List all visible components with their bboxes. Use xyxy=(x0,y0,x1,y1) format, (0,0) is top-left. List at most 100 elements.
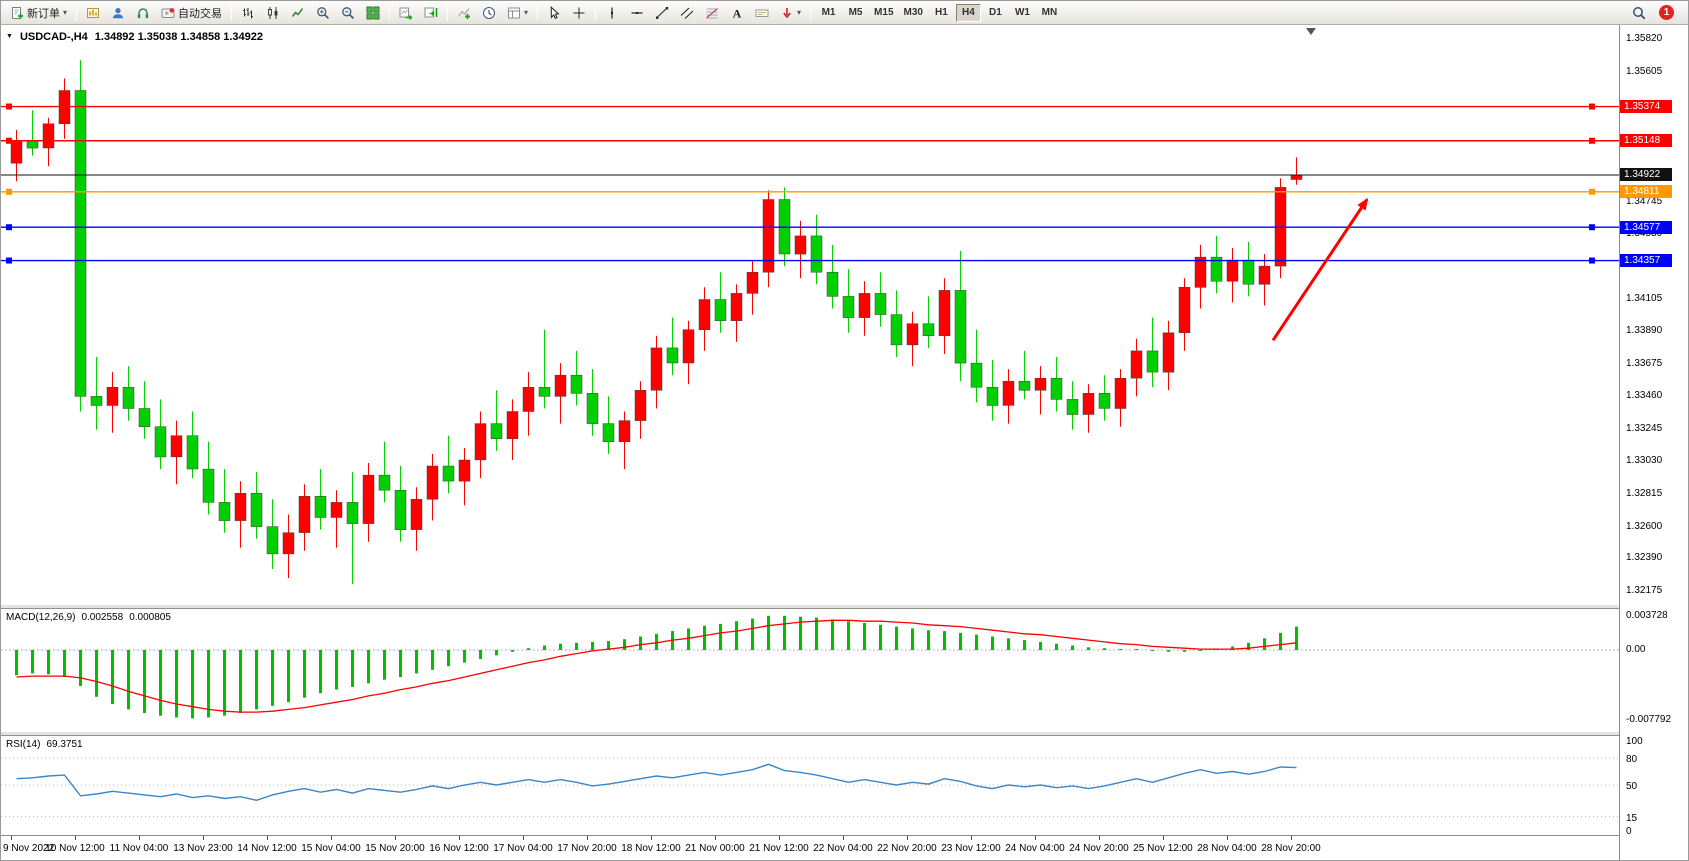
timeframe-button-H4[interactable]: H4 xyxy=(955,3,981,22)
toolbar-separator xyxy=(447,4,449,21)
price-badge-1.34357: 1.34357 xyxy=(1620,254,1672,268)
timeframe-button-M1[interactable]: M1 xyxy=(816,4,841,22)
price-badge-1.35148: 1.35148 xyxy=(1620,134,1672,148)
rsi-scale-label: 0 xyxy=(1626,826,1632,837)
timeframe-button-M15[interactable]: M15 xyxy=(870,4,897,22)
price-line-1.35148[interactable] xyxy=(1,137,1619,144)
text-label-icon xyxy=(755,9,769,17)
indicators-icon xyxy=(458,7,471,19)
tile-windows-button[interactable] xyxy=(361,3,385,23)
time-label: 17 Nov 20:00 xyxy=(557,843,617,854)
macd-scale-label: -0.007792 xyxy=(1626,714,1672,726)
tile-windows-icon xyxy=(366,6,380,19)
time-label: 17 Nov 04:00 xyxy=(493,843,553,854)
candles xyxy=(10,60,1303,585)
price-tick-label: 1.35605 xyxy=(1626,65,1663,77)
time-tick xyxy=(971,836,972,840)
vertical-line-button[interactable] xyxy=(600,3,624,23)
text-icon: A xyxy=(733,6,742,20)
chart-shift-marker[interactable] xyxy=(1306,28,1316,35)
trend-arrow[interactable] xyxy=(1271,197,1369,342)
templates-button[interactable]: ▾ xyxy=(502,3,533,23)
time-tick xyxy=(75,836,76,840)
fibonacci-icon xyxy=(706,7,718,18)
search-button[interactable] xyxy=(1627,3,1651,23)
horizontal-line-button[interactable] xyxy=(625,3,649,23)
channel-icon xyxy=(680,7,694,19)
timeframe-button-H1[interactable]: H1 xyxy=(929,4,954,22)
price-line-1.34357[interactable] xyxy=(1,257,1619,264)
macd-name: MACD(12,26,9) xyxy=(6,612,76,623)
rsi-line xyxy=(16,763,1297,802)
timeframe-button-MN[interactable]: MN xyxy=(1037,4,1062,22)
time-label: 23 Nov 12:00 xyxy=(941,843,1001,854)
text-button[interactable]: A xyxy=(725,3,749,23)
panel-separator[interactable] xyxy=(1,731,1688,736)
timeframe-button-W1[interactable]: W1 xyxy=(1010,4,1035,22)
fibonacci-button[interactable] xyxy=(700,3,724,23)
periods-button[interactable] xyxy=(477,3,501,23)
time-label: 13 Nov 23:00 xyxy=(173,843,233,854)
new-chart-icon xyxy=(87,7,100,18)
crosshair-icon xyxy=(573,7,585,18)
channel-button[interactable] xyxy=(675,3,699,23)
timeframe-toolbar: M1 M5 M15 M30 H1 H4 D1 W1 MN xyxy=(815,3,1063,22)
time-axis[interactable]: 9 Nov 2022 10 Nov 12:00 11 Nov 04:00 13 Nov… xyxy=(1,835,1619,860)
time-label: 21 Nov 12:00 xyxy=(749,843,809,854)
price-tick-label: 1.33675 xyxy=(1626,357,1663,369)
auto-trading-button[interactable]: 自动交易 xyxy=(156,3,227,23)
cursor-button[interactable] xyxy=(542,3,566,23)
auto-scroll-button[interactable] xyxy=(394,3,418,23)
arrow-objects-icon xyxy=(783,7,791,18)
line-chart-button[interactable] xyxy=(286,3,310,23)
macd-label: MACD(12,26,9) 0.002558 0.000805 xyxy=(6,612,171,624)
market-watch-button[interactable] xyxy=(131,3,155,23)
time-label: 15 Nov 04:00 xyxy=(301,843,361,854)
toolbar-separator xyxy=(231,4,233,21)
price-tick-label: 1.33245 xyxy=(1626,422,1663,434)
main-chart-canvas[interactable] xyxy=(1,25,1619,604)
profile-button[interactable] xyxy=(106,3,130,23)
zoom-in-button[interactable] xyxy=(311,3,335,23)
rsi-scale-label: 15 xyxy=(1626,812,1638,824)
collapse-triangle-icon[interactable]: ▼ xyxy=(6,33,13,41)
time-label: 21 Nov 00:00 xyxy=(685,843,745,854)
time-tick xyxy=(459,836,460,840)
time-tick xyxy=(1163,836,1164,840)
indicators-button[interactable] xyxy=(452,3,476,23)
time-tick xyxy=(395,836,396,840)
chart-shift-button[interactable] xyxy=(419,3,443,23)
notification-badge[interactable]: 1 xyxy=(1659,5,1674,20)
time-tick xyxy=(907,836,908,840)
timeframe-button-M30[interactable]: M30 xyxy=(900,4,927,22)
arrows-button[interactable]: ▾ xyxy=(775,3,806,23)
line-chart-icon xyxy=(291,7,304,17)
price-line-1.34577[interactable] xyxy=(1,224,1619,231)
price-tick-label: 1.32600 xyxy=(1626,520,1663,532)
price-scale[interactable]: 1.35820 1.35605 1.34745 1.34530 1.34105 1.338… xyxy=(1620,25,1688,860)
new-chart-button[interactable] xyxy=(81,3,105,23)
time-tick xyxy=(843,836,844,840)
candlestick-chart-button[interactable] xyxy=(261,3,285,23)
text-label-button[interactable] xyxy=(750,3,774,23)
price-line-1.35374[interactable] xyxy=(1,103,1619,110)
macd-scale-label: 0.003728 xyxy=(1626,610,1668,622)
timeframe-button-M5[interactable]: M5 xyxy=(843,4,868,22)
time-label: 9 Nov 2022 xyxy=(3,843,55,854)
new-order-button[interactable]: 新订单 ▾ xyxy=(5,3,72,23)
zoom-out-button[interactable] xyxy=(336,3,360,23)
panel-separator[interactable] xyxy=(1,604,1688,609)
trendline-button[interactable] xyxy=(650,3,674,23)
price-line-1.34811[interactable] xyxy=(1,188,1619,195)
bar-chart-button[interactable] xyxy=(236,3,260,23)
time-tick xyxy=(1099,836,1100,840)
macd-signal-line xyxy=(16,619,1297,713)
time-tick xyxy=(203,836,204,840)
rsi-panel-canvas[interactable] xyxy=(1,736,1619,835)
time-label: 16 Nov 12:00 xyxy=(429,843,489,854)
timeframe-button-D1[interactable]: D1 xyxy=(983,4,1008,22)
auto-trading-label: 自动交易 xyxy=(178,7,223,20)
macd-panel-canvas[interactable] xyxy=(1,609,1619,731)
crosshair-button[interactable] xyxy=(567,3,591,23)
price-tick-label: 1.34105 xyxy=(1626,292,1663,304)
